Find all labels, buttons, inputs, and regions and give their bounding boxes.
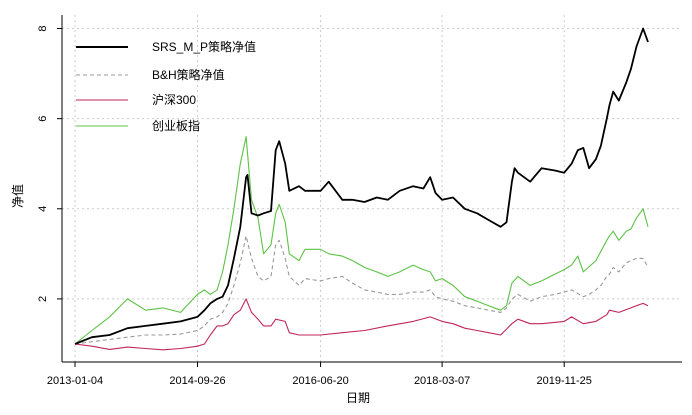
x-tick-label: 2019-11-25 <box>536 375 591 387</box>
x-axis-label: 日期 <box>346 391 370 405</box>
series-line-0 <box>74 27 649 345</box>
x-tick-label: 2013-01-04 <box>47 375 103 387</box>
y-axis: 2 4 6 8 <box>37 25 62 302</box>
y-tick-label: 6 <box>37 116 49 122</box>
legend-label-2: 沪深300 <box>152 93 196 107</box>
series-group <box>74 27 649 351</box>
x-tick-label: 2014-09-26 <box>169 375 225 387</box>
legend-label-0: SRS_M_P策略净值 <box>152 39 256 54</box>
x-axis: 2013-01-04 2014-09-26 2016-06-20 2018-03-07… <box>47 362 592 387</box>
y-tick-label: 4 <box>37 206 49 212</box>
series-line-2 <box>74 298 649 351</box>
y-axis-label: 净值 <box>10 184 25 208</box>
x-tick-label: 2016-06-20 <box>292 375 348 387</box>
y-tick-label: 2 <box>37 296 49 302</box>
y-tick-label: 8 <box>37 25 49 31</box>
legend-label-1: B&H策略净值 <box>152 67 225 82</box>
legend-label-3: 创业板指 <box>152 118 200 133</box>
series-line-3 <box>74 136 649 345</box>
plot-frame <box>61 15 682 363</box>
x-tick-label: 2018-03-07 <box>414 375 470 387</box>
series-line-1 <box>74 235 649 345</box>
grid <box>62 15 682 362</box>
